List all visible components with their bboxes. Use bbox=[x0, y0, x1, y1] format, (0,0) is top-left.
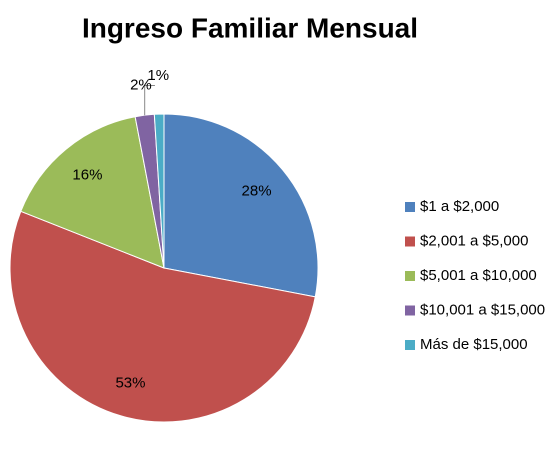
legend-swatch bbox=[405, 340, 415, 350]
legend-swatch bbox=[405, 202, 415, 212]
pie-slice bbox=[9, 210, 316, 423]
data-label: 28% bbox=[242, 182, 272, 199]
legend-label: $1 a $2,000 bbox=[420, 198, 499, 215]
data-label: 2% bbox=[130, 76, 152, 93]
data-label: 53% bbox=[115, 374, 145, 391]
legend-label: $2,001 a $5,000 bbox=[420, 232, 528, 249]
legend-swatch bbox=[405, 236, 415, 247]
pie-slice bbox=[153, 113, 165, 269]
legend-swatch bbox=[405, 271, 415, 281]
pie-slice bbox=[163, 113, 319, 298]
data-label: 16% bbox=[72, 166, 102, 183]
legend-label: Más de $15,000 bbox=[420, 336, 528, 353]
chart-title: Ingreso Familiar Mensual bbox=[82, 12, 418, 43]
pie-slice bbox=[20, 116, 165, 269]
legend-swatch bbox=[405, 305, 415, 316]
legend-label: $5,001 a $10,000 bbox=[420, 267, 537, 284]
leader-line bbox=[144, 84, 155, 116]
data-label: 1% bbox=[147, 67, 169, 84]
legend-label: $10,001 a $15,000 bbox=[420, 301, 545, 318]
